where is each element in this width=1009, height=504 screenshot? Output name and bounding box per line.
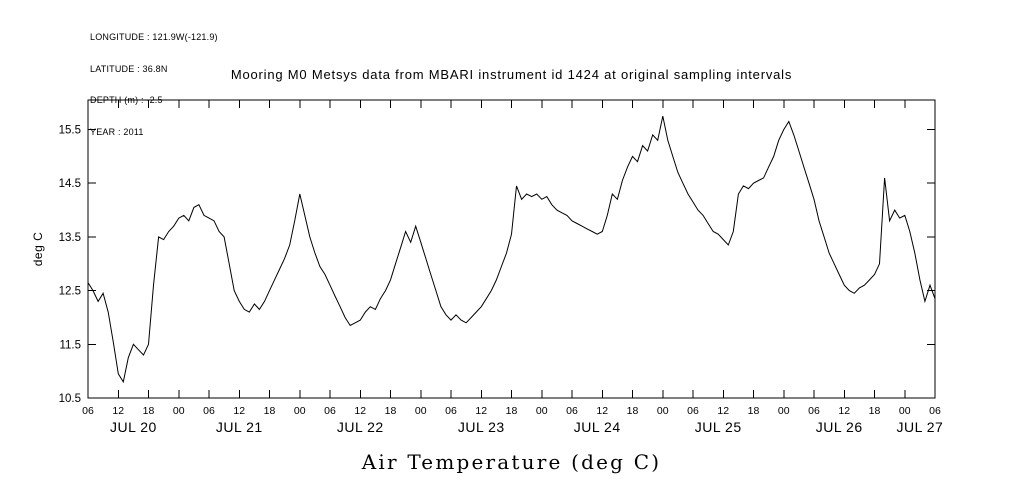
x-tick-label: 06: [566, 405, 578, 417]
x-tick-label: 00: [778, 405, 790, 417]
x-day-label: JUL 20: [110, 419, 157, 435]
y-tick-label: 12.5: [59, 286, 81, 298]
metadata-longitude: LONGITUDE : 121.9W(-121.9): [90, 32, 218, 42]
x-tick-label: 12: [596, 405, 608, 417]
y-tick-label: 15.5: [59, 125, 81, 137]
metadata-depth: DEPTH (m) : -2.5: [90, 95, 163, 105]
x-day-label: JUL 27: [896, 419, 943, 435]
x-tick-label: 06: [82, 405, 94, 417]
y-tick-label: 10.5: [59, 393, 81, 405]
x-tick-label: 18: [143, 405, 155, 417]
x-tick-label: 18: [869, 405, 881, 417]
y-tick-label: 13.5: [59, 232, 81, 244]
x-day-label: JUL 23: [458, 419, 505, 435]
x-tick-label: 12: [717, 405, 729, 417]
x-tick-label: 06: [324, 405, 336, 417]
x-tick-label: 12: [354, 405, 366, 417]
x-tick-label: 18: [627, 405, 639, 417]
x-tick-label: 06: [929, 405, 941, 417]
metadata-block: LONGITUDE : 121.9W(-121.9) LATITUDE : 36…: [90, 11, 218, 158]
x-tick-label: 18: [748, 405, 760, 417]
y-tick-label: 14.5: [59, 178, 81, 190]
metadata-year: YEAR : 2011: [90, 126, 144, 137]
y-axis-label: deg C: [31, 231, 45, 267]
x-day-label: JUL 24: [574, 419, 621, 435]
metadata-latitude: LATITUDE : 36.8N: [90, 63, 168, 74]
x-tick-label: 00: [415, 405, 427, 417]
x-tick-label: 00: [899, 405, 911, 417]
x-tick-label: 12: [475, 405, 487, 417]
x-day-label: JUL 21: [216, 419, 263, 435]
x-tick-label: 12: [112, 405, 124, 417]
x-tick-label: 12: [838, 405, 850, 417]
x-tick-label: 12: [233, 405, 245, 417]
x-tick-label: 00: [536, 405, 548, 417]
y-tick-label: 11.5: [59, 339, 81, 351]
x-tick-label: 00: [657, 405, 669, 417]
x-tick-label: 00: [294, 405, 306, 417]
x-tick-label: 06: [203, 405, 215, 417]
x-day-label: JUL 26: [816, 419, 863, 435]
x-tick-label: 18: [385, 405, 397, 417]
temperature-line: [87, 115, 936, 384]
x-tick-label: 06: [808, 405, 820, 417]
x-tick-label: 18: [506, 405, 518, 417]
x-day-label: JUL 25: [695, 419, 742, 435]
x-tick-label: 06: [445, 405, 457, 417]
x-day-label: JUL 22: [337, 419, 384, 435]
x-tick-label: 06: [687, 405, 699, 417]
x-axis-title: Air Temperature (deg C): [361, 450, 662, 474]
x-tick-label: 00: [173, 405, 185, 417]
plot-title: Mooring M0 Metsys data from MBARI instru…: [230, 67, 793, 82]
x-tick-label: 18: [264, 405, 276, 417]
